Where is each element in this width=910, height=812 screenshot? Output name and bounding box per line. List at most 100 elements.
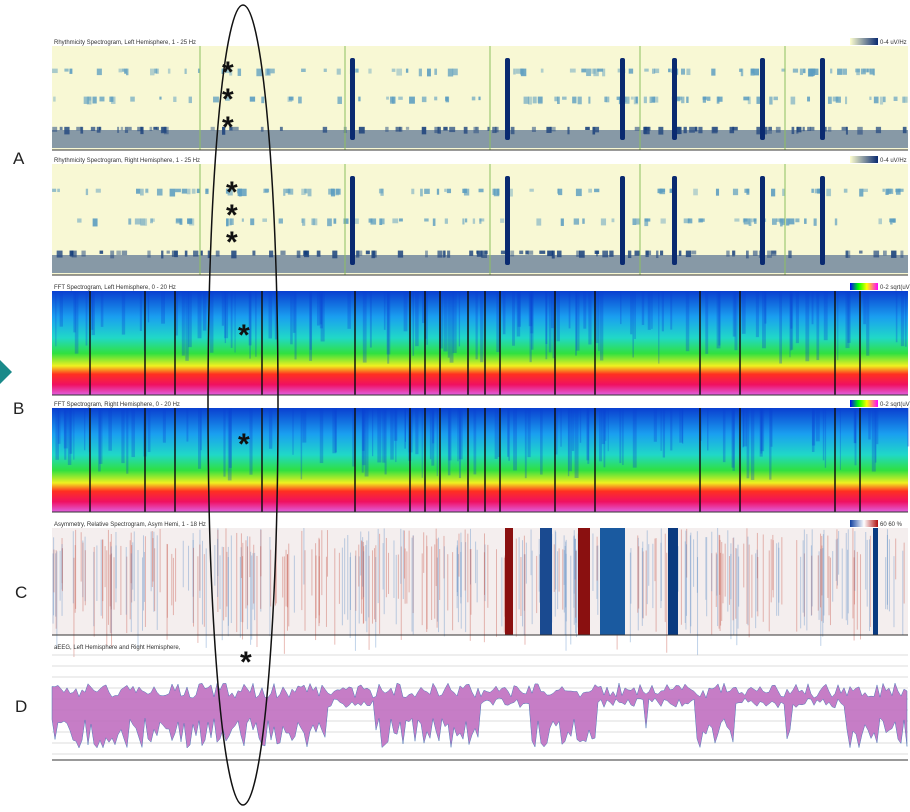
texture bbox=[500, 250, 506, 255]
texture bbox=[443, 126, 448, 131]
texture bbox=[563, 535, 565, 585]
texture bbox=[290, 291, 293, 345]
texture bbox=[587, 408, 590, 464]
texture bbox=[656, 250, 659, 259]
texture bbox=[303, 528, 305, 585]
texture bbox=[595, 126, 600, 133]
texture bbox=[624, 96, 630, 104]
texture bbox=[478, 188, 484, 193]
texture bbox=[885, 557, 887, 610]
texture bbox=[465, 218, 468, 223]
texture bbox=[487, 126, 490, 131]
texture bbox=[205, 188, 209, 195]
texture bbox=[319, 291, 323, 325]
texture bbox=[240, 547, 242, 622]
texture bbox=[496, 549, 498, 637]
texture bbox=[106, 550, 108, 646]
texture bbox=[318, 537, 320, 627]
texture bbox=[869, 535, 871, 627]
texture bbox=[649, 96, 652, 104]
texture bbox=[512, 291, 515, 346]
texture bbox=[230, 291, 233, 348]
texture bbox=[362, 542, 364, 624]
texture bbox=[69, 408, 73, 454]
texture bbox=[434, 544, 436, 619]
texture bbox=[408, 530, 410, 593]
texture bbox=[421, 96, 427, 103]
texture bbox=[532, 96, 537, 104]
texture bbox=[287, 554, 289, 608]
texture bbox=[496, 291, 500, 353]
texture bbox=[807, 96, 811, 102]
texture bbox=[197, 68, 201, 73]
texture bbox=[878, 218, 883, 225]
texture bbox=[229, 408, 232, 468]
texture bbox=[56, 551, 58, 648]
texture bbox=[229, 68, 233, 76]
texture bbox=[602, 250, 609, 258]
texture bbox=[747, 96, 751, 105]
texture bbox=[686, 96, 689, 103]
texture bbox=[634, 250, 640, 256]
texture bbox=[268, 291, 273, 339]
texture bbox=[91, 291, 94, 330]
texture bbox=[187, 218, 193, 225]
texture bbox=[806, 534, 808, 631]
texture bbox=[436, 188, 440, 195]
texture bbox=[309, 291, 312, 350]
texture bbox=[722, 553, 724, 604]
texture bbox=[225, 528, 227, 618]
texture bbox=[395, 408, 397, 463]
texture bbox=[225, 68, 231, 74]
texture bbox=[260, 546, 262, 609]
texture bbox=[426, 291, 428, 345]
texture bbox=[156, 126, 159, 131]
texture bbox=[83, 96, 90, 104]
texture bbox=[64, 68, 69, 72]
texture bbox=[898, 188, 904, 192]
panel-label: D bbox=[15, 697, 27, 716]
texture bbox=[800, 556, 802, 629]
highlight-ellipse bbox=[207, 4, 279, 806]
asterisk: * bbox=[226, 176, 238, 209]
texture bbox=[630, 96, 634, 100]
texture bbox=[130, 553, 132, 633]
texture bbox=[318, 539, 320, 624]
texture bbox=[452, 68, 458, 76]
texture bbox=[147, 291, 150, 323]
texture bbox=[869, 96, 872, 100]
texture bbox=[594, 188, 600, 193]
texture bbox=[301, 68, 306, 73]
texture bbox=[108, 408, 112, 451]
texture bbox=[186, 188, 191, 195]
texture bbox=[361, 540, 363, 614]
texture bbox=[434, 96, 438, 101]
texture bbox=[137, 550, 139, 648]
texture bbox=[274, 291, 278, 340]
texture bbox=[811, 555, 813, 616]
texture bbox=[327, 218, 332, 227]
texture bbox=[285, 188, 291, 194]
texture bbox=[657, 188, 663, 194]
texture bbox=[691, 250, 697, 255]
texture bbox=[249, 96, 256, 102]
texture bbox=[298, 96, 302, 104]
texture bbox=[371, 250, 375, 259]
texture bbox=[110, 546, 112, 634]
texture bbox=[483, 552, 485, 643]
texture bbox=[873, 96, 879, 104]
texture bbox=[311, 218, 316, 225]
texture bbox=[727, 530, 729, 612]
texture bbox=[275, 552, 277, 606]
texture bbox=[688, 218, 691, 222]
texture bbox=[82, 542, 84, 612]
texture bbox=[52, 553, 54, 624]
texture bbox=[685, 544, 687, 616]
texture bbox=[260, 528, 262, 612]
texture bbox=[487, 544, 489, 608]
texture bbox=[634, 291, 636, 339]
texture bbox=[527, 408, 531, 458]
event bbox=[505, 58, 510, 140]
texture bbox=[232, 126, 239, 131]
texture bbox=[420, 188, 423, 197]
